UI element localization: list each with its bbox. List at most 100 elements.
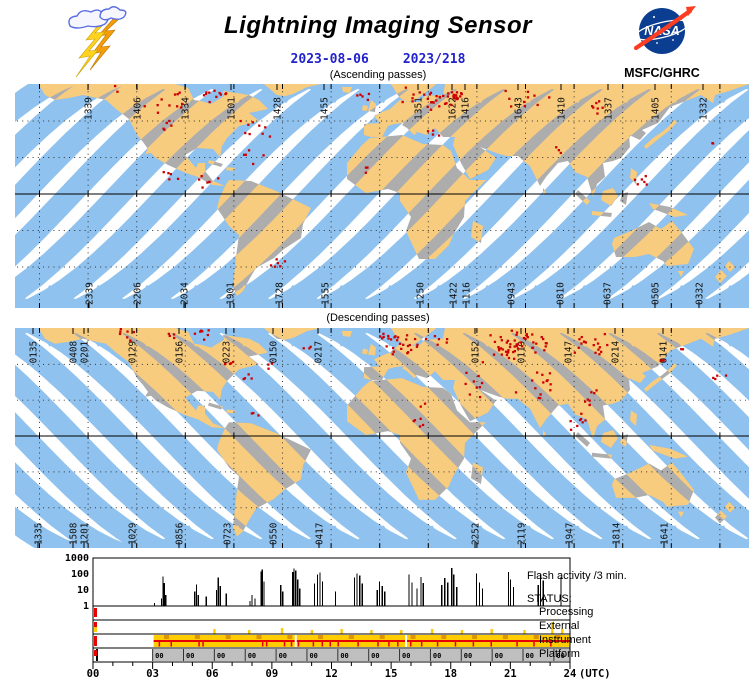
svg-text:0723: 0723 — [222, 523, 233, 545]
svg-text:2206: 2206 — [133, 282, 144, 305]
nasa-logo: NASA — [633, 6, 696, 54]
edge-ticks — [39, 84, 721, 308]
svg-text:06: 06 — [206, 668, 219, 680]
svg-text:1641: 1641 — [659, 522, 670, 545]
svg-text:0943: 0943 — [507, 282, 518, 305]
svg-text:0141: 0141 — [658, 341, 669, 364]
svg-text:00: 00 — [526, 652, 534, 660]
svg-text:1901: 1901 — [226, 282, 237, 305]
svg-text:0201: 0201 — [79, 341, 90, 364]
svg-text:00: 00 — [186, 652, 194, 660]
svg-text:0119: 0119 — [516, 341, 527, 364]
y-axis-labels: 1000 100 10 1 — [65, 553, 89, 612]
svg-text:1332: 1332 — [699, 97, 710, 120]
svg-text:0214: 0214 — [610, 341, 621, 364]
status-row-label-platform: Platform — [539, 648, 580, 660]
svg-text:1947: 1947 — [564, 523, 575, 545]
svg-text:15: 15 — [385, 668, 398, 680]
flash-activity-legend: Flash activity /3 min. — [527, 570, 627, 582]
svg-text:0217: 0217 — [313, 341, 324, 363]
edge-ticks — [32, 328, 721, 548]
date-line: 2023-08-06 2023/218 — [0, 52, 756, 67]
svg-text:00: 00 — [464, 652, 472, 660]
svg-text:0637: 0637 — [603, 282, 614, 305]
svg-text:100: 100 — [71, 569, 89, 580]
date-iso: 2023-08-06 — [290, 52, 369, 67]
svg-text:09: 09 — [266, 668, 279, 680]
external-status-ticks — [213, 622, 564, 634]
descending-passes-map: 0135 0408 0201 0129 0156 0223 0150 0217 0152 0119… — [15, 328, 749, 548]
svg-text:0417: 0417 — [314, 523, 325, 545]
descending-passes-caption: (Descending passes) — [326, 312, 430, 324]
msfc-ghrc-label: MSFC/GHRC — [624, 66, 700, 80]
svg-text:03: 03 — [146, 668, 159, 680]
svg-text:0152: 0152 — [470, 341, 481, 363]
svg-text:2252: 2252 — [470, 523, 481, 545]
flash-activity-status-chart: 00 00 00 00 00 00 00 00 00 00 00 00 00 00100010010100… — [65, 553, 611, 680]
status-row-label-processing: Processing — [539, 606, 594, 618]
svg-text:0332: 0332 — [695, 282, 706, 305]
svg-text:1455: 1455 — [320, 97, 331, 120]
svg-text:1501: 1501 — [227, 97, 238, 120]
svg-text:1428: 1428 — [273, 97, 284, 120]
svg-text:1201: 1201 — [79, 522, 90, 545]
svg-text:00: 00 — [433, 652, 441, 660]
svg-text:0223: 0223 — [221, 341, 232, 363]
svg-text:1405: 1405 — [651, 97, 662, 120]
x-axis-unit: (UTC) — [579, 668, 611, 680]
x-axis: 00 03 06 09 12 15 18 21 24 (UTC) — [87, 662, 611, 680]
lightning-bolt-front — [75, 15, 113, 78]
svg-text:1406: 1406 — [133, 97, 144, 120]
svg-text:1410: 1410 — [557, 97, 568, 120]
svg-text:00: 00 — [495, 652, 503, 660]
svg-text:00: 00 — [279, 652, 287, 660]
svg-text:2339: 2339 — [85, 282, 96, 305]
flash-activity-spikes — [154, 568, 562, 606]
status-heading: STATUS: — [527, 593, 572, 605]
svg-text:1728: 1728 — [275, 282, 286, 305]
svg-text:0408: 0408 — [68, 341, 79, 364]
lightning-flash-dots — [118, 328, 728, 431]
svg-text:00: 00 — [340, 652, 348, 660]
svg-text:0810: 0810 — [556, 282, 567, 305]
svg-text:1116: 1116 — [462, 282, 473, 305]
pass-time-labels: 0135 0408 0201 0129 0156 0223 0150 0217 0152 0119… — [28, 341, 670, 545]
svg-text:10: 10 — [77, 585, 89, 596]
lightning-flash-dots — [114, 84, 715, 268]
status-row-label-instrument: Instrument — [539, 634, 591, 646]
svg-text:18: 18 — [444, 668, 457, 680]
page-title: Lightning Imaging Sensor — [224, 12, 532, 39]
platform-status-band: 00 00 00 00 00 00 00 00 00 00 00 00 00 00 — [95, 649, 570, 661]
svg-text:1416: 1416 — [461, 97, 472, 120]
svg-text:1555: 1555 — [321, 282, 332, 305]
svg-text:00: 00 — [248, 652, 256, 660]
svg-text:0505: 0505 — [651, 282, 662, 305]
startup-status-marks — [94, 608, 97, 656]
svg-text:1422: 1422 — [449, 282, 460, 305]
ascending-passes-map: 1339 1406 1334 1501 1428 1455 1351 1622 1416 1643… — [15, 84, 749, 308]
svg-text:1250: 1250 — [416, 282, 427, 305]
svg-text:2119: 2119 — [516, 522, 527, 545]
svg-text:1814: 1814 — [611, 522, 622, 545]
svg-text:00: 00 — [556, 652, 564, 660]
svg-text:1508: 1508 — [68, 522, 79, 545]
lightning-bolt-back — [89, 17, 121, 71]
ascending-passes-caption: (Ascending passes) — [329, 69, 427, 81]
status-row-label-external: External — [539, 620, 580, 632]
svg-text:1351: 1351 — [414, 97, 425, 120]
svg-text:00: 00 — [402, 652, 410, 660]
svg-text:00: 00 — [371, 652, 379, 660]
svg-text:2034: 2034 — [180, 282, 191, 305]
nasa-swoosh-tip — [686, 6, 696, 16]
svg-text:1643: 1643 — [514, 97, 525, 120]
svg-text:00: 00 — [155, 652, 163, 660]
date-day-of-year: 2023/218 — [402, 52, 466, 67]
svg-text:1029: 1029 — [127, 522, 138, 545]
nasa-swoosh — [633, 8, 693, 51]
svg-text:00: 00 — [309, 652, 317, 660]
cloud-right — [99, 6, 127, 21]
svg-text:0135: 0135 — [28, 341, 39, 363]
svg-text:24: 24 — [564, 668, 577, 680]
svg-text:1: 1 — [83, 601, 89, 612]
